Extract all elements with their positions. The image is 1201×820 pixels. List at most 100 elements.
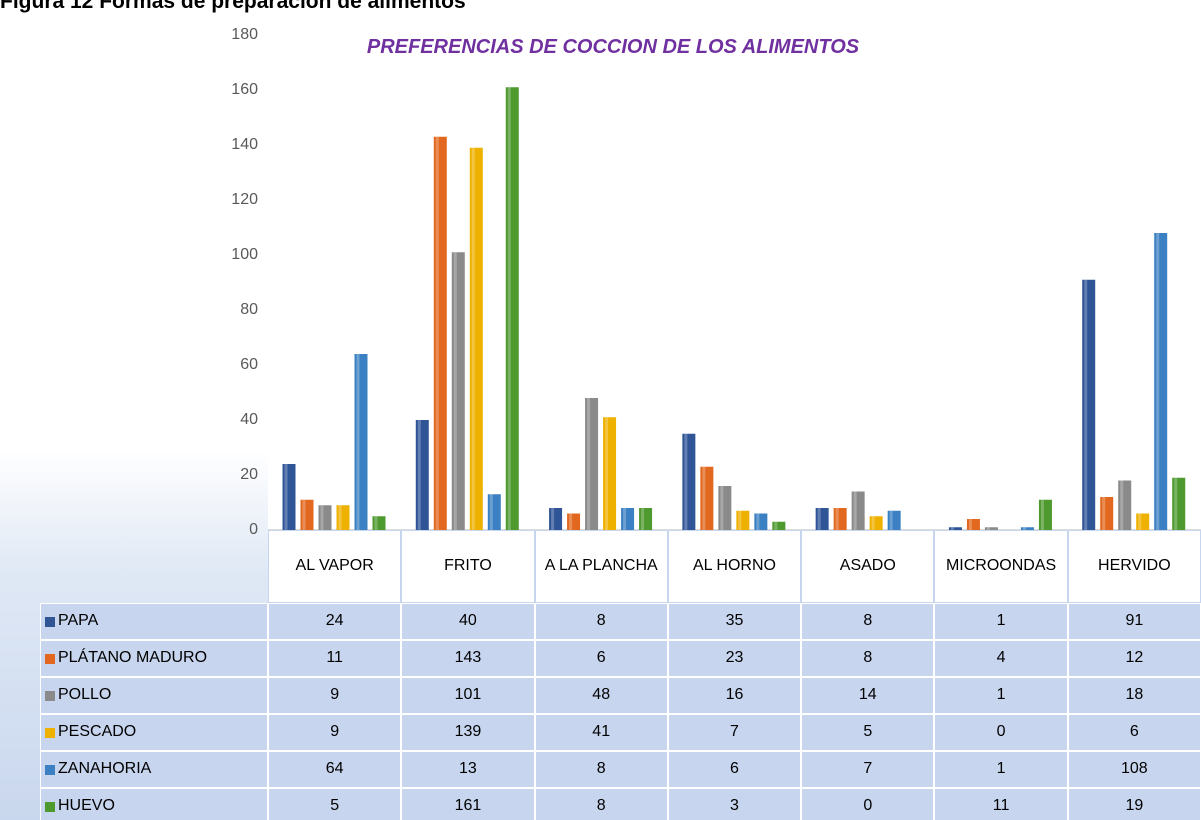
bar-highlight xyxy=(605,417,609,530)
table-header: MICROONDAS xyxy=(934,530,1068,603)
bar-highlight xyxy=(684,433,688,530)
table-cell: 41 xyxy=(534,714,668,751)
table-cell: 101 xyxy=(401,677,535,714)
bar xyxy=(754,513,768,530)
table-cell: 7 xyxy=(667,714,802,751)
bar xyxy=(682,433,696,530)
bar-highlight xyxy=(320,505,324,530)
bar xyxy=(415,420,429,530)
table-cell: 24 xyxy=(268,603,402,640)
table-cell: 7 xyxy=(801,751,935,788)
table-cell: 3 xyxy=(667,788,802,820)
bar-highlight xyxy=(338,505,342,530)
legend-label: PAPA xyxy=(58,612,99,630)
bar xyxy=(1136,513,1150,530)
y-tick-label: 160 xyxy=(231,81,258,98)
bar xyxy=(1154,233,1168,530)
legend-label: HUEVO xyxy=(58,797,115,815)
table-cell: 108 xyxy=(1067,751,1201,788)
table-cell: 9 xyxy=(268,677,402,714)
bar xyxy=(1082,279,1096,530)
figure-caption: Figura 12 Formas de preparación de alime… xyxy=(0,0,466,13)
bar-highlight xyxy=(374,516,378,530)
y-tick-label: 80 xyxy=(240,301,258,318)
bar-highlight xyxy=(302,499,306,530)
bar-highlight xyxy=(871,516,875,530)
bar xyxy=(700,466,714,530)
table-cell: 40 xyxy=(401,603,535,640)
legend-entry: PAPA xyxy=(40,603,268,640)
bar xyxy=(966,519,980,530)
bar-highlight xyxy=(587,398,591,530)
bar-highlight xyxy=(569,513,573,530)
bar-highlight xyxy=(356,354,360,530)
table-cell: 5 xyxy=(268,788,402,820)
table-cell: 161 xyxy=(401,788,535,820)
table-cell: 13 xyxy=(401,751,535,788)
bar xyxy=(451,252,465,530)
bar xyxy=(621,508,635,530)
bar-highlight xyxy=(1102,497,1106,530)
legend-label: ZANAHORIA xyxy=(58,760,152,778)
bar-highlight xyxy=(756,513,760,530)
legend-entry: PESCADO xyxy=(40,714,268,751)
bar-highlight xyxy=(889,510,893,530)
bar-highlight xyxy=(817,508,821,530)
legend-entry: PLÁTANO MADURO xyxy=(40,640,268,677)
table-cell: 14 xyxy=(801,677,935,714)
legend-entry: HUEVO xyxy=(40,788,268,820)
table-header: FRITO xyxy=(401,530,535,603)
bar xyxy=(505,87,519,530)
bar-highlight xyxy=(702,466,706,530)
table-header: AL VAPOR xyxy=(268,530,402,603)
bar-highlight xyxy=(950,527,954,530)
bar-highlight xyxy=(1040,499,1044,530)
bar-highlight xyxy=(835,508,839,530)
bar-highlight xyxy=(551,508,555,530)
bar xyxy=(318,505,332,530)
legend-key xyxy=(45,653,55,664)
bar xyxy=(603,417,617,530)
bar xyxy=(585,398,599,530)
y-tick-label: 100 xyxy=(231,246,258,263)
bar-highlight xyxy=(471,147,475,530)
y-tick-label: 40 xyxy=(240,411,258,428)
bar xyxy=(372,516,386,530)
bar-highlight xyxy=(1156,233,1160,530)
bar xyxy=(549,508,563,530)
table-cell: 11 xyxy=(268,640,402,677)
table-cell: 48 xyxy=(534,677,668,714)
legend-label: PESCADO xyxy=(58,723,137,741)
table-cell: 5 xyxy=(801,714,935,751)
table-cell: 8 xyxy=(801,603,935,640)
table-cell: 11 xyxy=(934,788,1068,820)
legend-key xyxy=(45,727,55,738)
bar xyxy=(336,505,350,530)
bar xyxy=(300,499,314,530)
bar xyxy=(772,521,786,530)
bar xyxy=(869,516,883,530)
table-cell: 0 xyxy=(934,714,1068,751)
bar-highlight xyxy=(853,491,857,530)
bar-highlight xyxy=(774,521,778,530)
legend-entry: POLLO xyxy=(40,677,268,714)
bar xyxy=(851,491,865,530)
table-cell: 35 xyxy=(667,603,802,640)
bar xyxy=(1118,480,1132,530)
y-tick-label: 20 xyxy=(240,466,258,483)
bar-highlight xyxy=(738,510,742,530)
table-cell: 143 xyxy=(401,640,535,677)
bar-highlight xyxy=(641,508,645,530)
bar-highlight xyxy=(1138,513,1142,530)
table-cell: 19 xyxy=(1067,788,1201,820)
bar xyxy=(948,527,962,530)
bar xyxy=(354,354,368,530)
bar-highlight xyxy=(507,87,511,530)
table-cell: 23 xyxy=(667,640,802,677)
y-tick-label: 60 xyxy=(240,356,258,373)
table-cell: 1 xyxy=(934,751,1068,788)
bar-highlight xyxy=(284,464,288,530)
legend-key xyxy=(45,616,55,627)
